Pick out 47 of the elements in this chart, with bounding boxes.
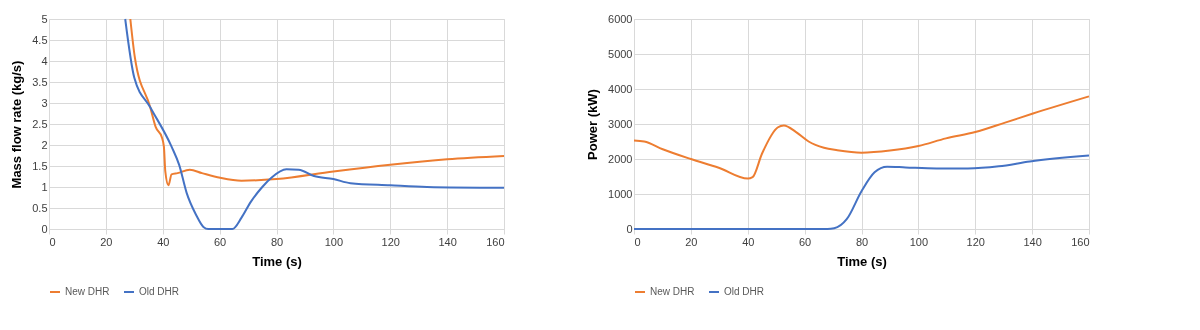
y-tick-label: 0 bbox=[41, 222, 48, 235]
y-tick-label: 4000 bbox=[608, 82, 633, 95]
x-tick-label: 120 bbox=[966, 235, 985, 248]
y-tick-label: 5000 bbox=[608, 47, 633, 60]
y-tick-label: 5 bbox=[41, 12, 48, 25]
x-tick-label: 80 bbox=[270, 235, 284, 248]
x-tick-label: 0 bbox=[634, 235, 641, 248]
x-tick-label: 20 bbox=[100, 235, 113, 248]
y-tick-label: 2.5 bbox=[32, 117, 48, 130]
x-tick-label: 0 bbox=[49, 235, 56, 248]
x-tick-label: 140 bbox=[438, 235, 457, 248]
line-series bbox=[129, 18, 505, 187]
legend-label: Old DHR bbox=[724, 286, 765, 297]
y-tick-label: 4 bbox=[41, 54, 48, 67]
x-tick-label: 80 bbox=[855, 235, 869, 248]
y-axis-title: Power (kW) bbox=[585, 89, 601, 160]
x-tick-label: 140 bbox=[1023, 235, 1042, 248]
y-tick-label: 4.5 bbox=[32, 33, 48, 46]
x-tick-label: 20 bbox=[685, 235, 698, 248]
x-axis-title: Time (s) bbox=[252, 253, 302, 269]
y-tick-label: 3.5 bbox=[32, 75, 48, 88]
y-tick-label: 3 bbox=[41, 96, 48, 109]
y-tick-label: 1000 bbox=[608, 187, 633, 200]
x-tick-label: 120 bbox=[381, 235, 400, 248]
x-tick-label: 160 bbox=[486, 235, 505, 248]
x-tick-label: 160 bbox=[1071, 235, 1090, 248]
y-tick-label: 2000 bbox=[608, 152, 633, 165]
legend-label: New DHR bbox=[650, 286, 695, 297]
x-tick-label: 100 bbox=[909, 235, 929, 248]
y-tick-label: 0 bbox=[626, 222, 633, 235]
line-series bbox=[633, 95, 1090, 180]
x-tick-label: 40 bbox=[157, 235, 170, 248]
x-tick-label: 60 bbox=[214, 235, 227, 248]
x-tick-label: 100 bbox=[324, 235, 344, 248]
x-tick-label: 60 bbox=[799, 235, 812, 248]
legend-label: New DHR bbox=[65, 286, 110, 297]
y-tick-label: 3000 bbox=[608, 117, 633, 130]
y-tick-label: 1 bbox=[41, 180, 48, 193]
y-tick-label: 0.5 bbox=[32, 201, 48, 214]
line-series bbox=[633, 154, 1090, 230]
y-axis-title: Mass flow rate (kg/s) bbox=[9, 60, 25, 189]
x-axis-title: Time (s) bbox=[837, 253, 887, 269]
y-tick-label: 6000 bbox=[608, 12, 633, 25]
x-tick-label: 40 bbox=[742, 235, 755, 248]
legend-label: Old DHR bbox=[139, 286, 180, 297]
y-tick-label: 2 bbox=[41, 138, 48, 151]
y-tick-label: 1.5 bbox=[32, 159, 48, 172]
